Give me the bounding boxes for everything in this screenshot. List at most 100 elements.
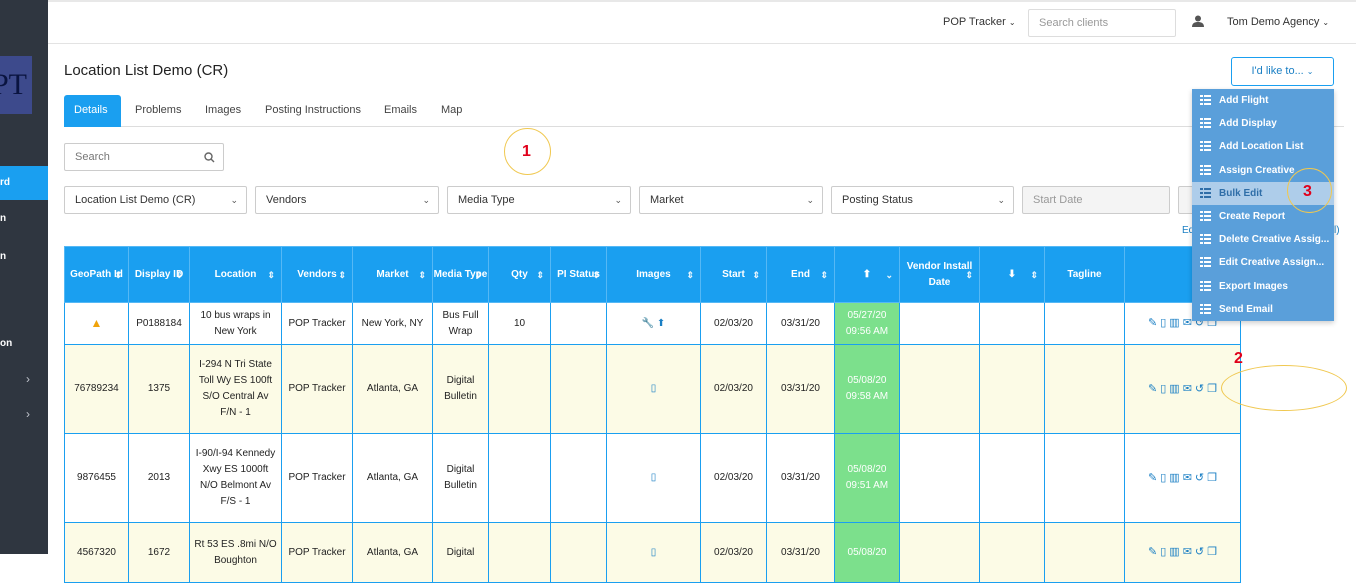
sidebar-item[interactable]: n: [0, 213, 7, 224]
vendor-cell: POP Tracker: [281, 433, 353, 523]
images-cell: 🔧 ⬆: [606, 302, 701, 345]
menu-item-create-report[interactable]: Create Report: [1192, 205, 1334, 228]
chevron-right-icon[interactable]: ›: [26, 372, 30, 386]
file-icon[interactable]: ▯: [1160, 382, 1167, 395]
col-market[interactable]: Market ⇕: [352, 246, 433, 303]
pi-status-cell: [550, 433, 607, 523]
copy-icon[interactable]: ❐: [1207, 471, 1217, 484]
trash-icon[interactable]: ▥: [1169, 546, 1180, 558]
history-icon[interactable]: ↺: [1194, 317, 1205, 329]
vendors-select[interactable]: Vendors ⌄: [255, 186, 439, 214]
vendor-install-cell: [899, 433, 980, 523]
edit-link-end[interactable]: l): [1334, 225, 1340, 236]
sidebar-item[interactable]: n: [0, 251, 7, 262]
menu-item-assign-creative[interactable]: Assign Creative: [1192, 159, 1334, 182]
location-cell: I-90/I-94 Kennedy Xwy ES 1000ft N/O Belm…: [189, 433, 282, 523]
table-row[interactable]: 76789234 1375 I-294 N Tri State Toll Wy ES…: [64, 344, 1241, 434]
chevron-down-icon: ⌄: [1008, 18, 1016, 27]
edit-icon[interactable]: ✎: [1148, 546, 1158, 558]
file-icon[interactable]: ▯: [1160, 471, 1167, 484]
col-location[interactable]: Location ⇕: [189, 246, 282, 303]
col-pi-status[interactable]: PI Status ⇕: [550, 246, 607, 303]
tab-emails[interactable]: Emails: [384, 104, 418, 116]
posting-status-select[interactable]: Posting Status ⌄: [831, 186, 1014, 214]
tab-problems[interactable]: Problems: [135, 104, 182, 116]
search-clients-input[interactable]: Search clients: [1028, 9, 1176, 37]
col-tagline[interactable]: Tagline: [1044, 246, 1125, 303]
envelope-icon[interactable]: ✉: [1182, 546, 1192, 558]
list-icon: [1200, 118, 1211, 129]
table-row[interactable]: 9876455 2013 I-90/I-94 Kennedy Xwy ES 1000…: [64, 433, 1241, 523]
page-title: Location List Demo (CR): [64, 62, 229, 79]
history-icon[interactable]: ↺: [1194, 382, 1205, 395]
tab-images[interactable]: Images: [205, 104, 242, 116]
account-menu[interactable]: Tom Demo Agency ⌄: [1227, 16, 1330, 28]
history-icon[interactable]: ↺: [1194, 546, 1205, 558]
menu-item-send-email[interactable]: Send Email: [1192, 298, 1334, 321]
trash-icon[interactable]: ▥: [1169, 317, 1180, 329]
menu-item-edit-creative-assign[interactable]: Edit Creative Assign...: [1192, 251, 1334, 274]
col-download[interactable]: ⬇ ⇕: [979, 246, 1045, 303]
chevron-right-icon[interactable]: ›: [26, 407, 30, 421]
envelope-icon[interactable]: ✉: [1182, 471, 1192, 484]
history-icon[interactable]: ↺: [1194, 471, 1205, 484]
start-date-input[interactable]: Start Date: [1022, 186, 1170, 214]
col-qty[interactable]: Qty ⇕: [488, 246, 551, 303]
table-row[interactable]: 4567320 1672 Rt 53 ES .8mi N/O Boughton POP…: [64, 522, 1241, 583]
edit-icon[interactable]: ✎: [1148, 382, 1158, 395]
col-images[interactable]: Images ⇕: [606, 246, 701, 303]
user-icon[interactable]: [1192, 15, 1204, 27]
envelope-icon[interactable]: ✉: [1182, 317, 1192, 329]
tab-posting-instructions[interactable]: Posting Instructions: [265, 104, 361, 116]
file-icon[interactable]: ▯: [1160, 546, 1167, 558]
trash-icon[interactable]: ▥: [1169, 471, 1180, 484]
list-icon: [1200, 303, 1211, 314]
file-icon[interactable]: ▯: [1160, 317, 1167, 329]
trash-icon[interactable]: ▥: [1169, 382, 1180, 395]
tagline-cell: [1044, 344, 1125, 434]
envelope-icon[interactable]: ✉: [1182, 382, 1192, 395]
menu-item-export-images[interactable]: Export Images: [1192, 275, 1334, 298]
col-display-id[interactable]: Display ID ⇕: [128, 246, 190, 303]
col-media-type[interactable]: Media Type ⇕: [432, 246, 489, 303]
vendor-cell: POP Tracker: [281, 522, 353, 583]
chevron-down-icon: ⌄: [997, 195, 1005, 205]
chevron-down-icon: ⌄: [1322, 18, 1330, 27]
sidebar-item[interactable]: on: [0, 338, 13, 349]
upload-icon[interactable]: ⬆: [656, 317, 666, 329]
col-geopath-id[interactable]: GeoPath Id ⇕: [64, 246, 129, 303]
mobile-icon[interactable]: ▯: [650, 546, 657, 558]
menu-item-add-flight[interactable]: Add Flight: [1192, 89, 1334, 112]
sidebar-item-active[interactable]: rd: [0, 166, 48, 200]
mobile-icon[interactable]: ▯: [650, 383, 657, 394]
mobile-icon[interactable]: ▯: [650, 472, 657, 483]
location-cell: 10 bus wraps in New York: [189, 302, 282, 345]
col-start[interactable]: Start ⇕: [700, 246, 767, 303]
edit-icon[interactable]: ✎: [1148, 317, 1158, 329]
images-cell: ▯: [606, 522, 701, 583]
copy-icon[interactable]: ❐: [1207, 382, 1217, 395]
col-posted[interactable]: ⬆ ⌄: [834, 246, 900, 303]
col-end[interactable]: End ⇕: [766, 246, 835, 303]
wrench-icon[interactable]: 🔧: [641, 317, 655, 329]
copy-icon[interactable]: ❐: [1207, 546, 1217, 558]
menu-item-delete-creative-assig[interactable]: Delete Creative Assig...: [1192, 228, 1334, 251]
menu-item-add-display[interactable]: Add Display: [1192, 112, 1334, 135]
location-table: GeoPath Id ⇕ Display ID ⇕ Location ⇕ Vendor…: [64, 246, 1241, 583]
col-vendor-install-date[interactable]: Vendor Install Date ⇕: [899, 246, 980, 303]
table-row[interactable]: ▲ P0188184 10 bus wraps in New York POP Tra…: [64, 302, 1241, 345]
copy-icon[interactable]: ❐: [1207, 317, 1217, 329]
edit-icon[interactable]: ✎: [1148, 471, 1158, 484]
end-cell: 03/31/20: [766, 433, 835, 523]
tab-details[interactable]: Details: [64, 95, 121, 127]
market-select[interactable]: Market ⌄: [639, 186, 823, 214]
app-switcher[interactable]: POP Tracker ⌄: [943, 16, 1016, 28]
actions-dropdown-button[interactable]: I'd like to... ⌄: [1231, 57, 1334, 86]
menu-item-add-location-list[interactable]: Add Location List: [1192, 135, 1334, 158]
media-type-select[interactable]: Media Type ⌄: [447, 186, 631, 214]
tab-map[interactable]: Map: [441, 104, 463, 116]
col-vendors[interactable]: Vendors ⇕: [281, 246, 353, 303]
location-list-select[interactable]: Location List Demo (CR) ⌄: [64, 186, 247, 214]
edit-link[interactable]: Ed: [1182, 225, 1195, 236]
search-input[interactable]: Search: [64, 143, 224, 171]
